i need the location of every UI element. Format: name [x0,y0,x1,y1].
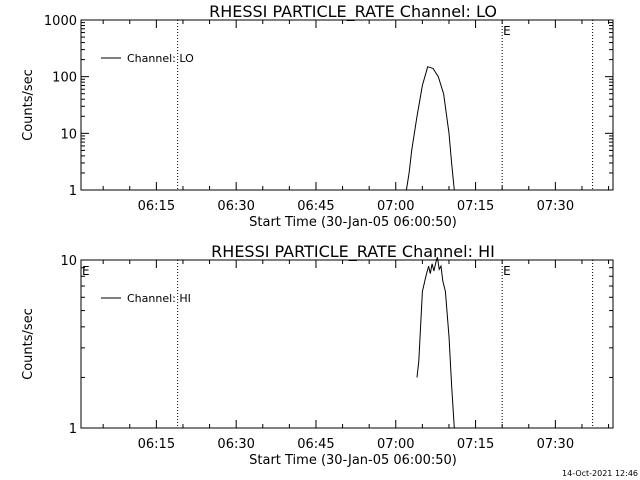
panel-2-x-tick-label: 06:30 [217,437,254,452]
panel-1-x-tick-label: 07:00 [377,199,414,214]
panel-1-event-marker: E [503,24,511,38]
panel-1-x-tick-label: 06:15 [138,199,175,214]
panel-2-y-tick-label: 1 [69,422,77,437]
panel-1-y-axis-label: Counts/sec [21,69,36,141]
panel-2-x-axis-label: Start Time (30-Jan-05 06:00:50) [249,453,457,468]
panel-2-plot-frame [80,259,614,429]
panel-1-x-axis-label: Start Time (30-Jan-05 06:00:50) [249,215,457,230]
timestamp-label: 14-Oct-2021 12:46 [562,469,638,478]
panel-1-legend-label: Channel: LO [127,52,194,65]
panel-1-x-tick-label: 07:15 [457,199,494,214]
panel-1-x-tick-label: 07:30 [537,199,574,214]
panel-1-y-tick-label: 10 [60,127,77,142]
panel-2-x-tick-label: 07:00 [377,437,414,452]
panel-1-title: RHESSI PARTICLE_RATE Channel: LO [209,2,497,22]
panel-1-y-tick-label: 100 [52,71,77,86]
panel-2-legend-label: Channel: HI [127,292,191,305]
panel-1-y-tick-label: 1 [69,184,77,199]
panel-2-y-axis-label: Counts/sec [21,308,36,380]
panel-1-x-tick-label: 06:45 [297,199,334,214]
panel-1-plot-frame [80,19,614,191]
panel-1-series-line [405,66,455,191]
panel-2-x-tick-label: 06:45 [297,437,334,452]
panel-2-y-tick-label: 10 [60,254,77,269]
panel-1-y-tick-label: 1000 [44,14,77,29]
panel-2-x-tick-label: 07:15 [457,437,494,452]
panel-2-series-line [416,256,455,429]
panel-2-x-tick-label: 06:15 [138,437,175,452]
panel-1-x-tick-label: 06:30 [217,199,254,214]
panel-2-x-tick-label: 07:30 [537,437,574,452]
panel-2-event-marker: E [82,264,90,278]
panel-2-title: RHESSI PARTICLE_RATE Channel: HI [211,242,495,262]
panel-2-event-marker: E [503,264,511,278]
